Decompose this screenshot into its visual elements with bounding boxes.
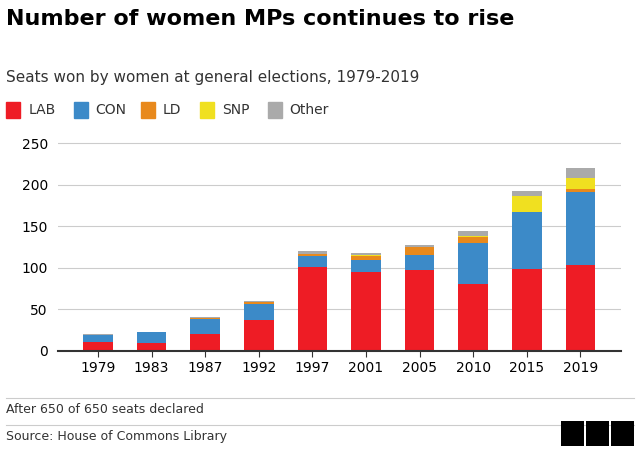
Text: C: C — [618, 428, 627, 438]
Bar — [458, 236, 488, 237]
Text: B: B — [568, 428, 577, 438]
Bar — [244, 304, 273, 320]
Bar — [191, 317, 220, 318]
Bar — [191, 320, 220, 333]
Bar — [83, 333, 113, 335]
Bar — [566, 168, 595, 178]
Bar — [566, 265, 595, 351]
Bar — [566, 189, 595, 192]
Bar — [137, 332, 166, 343]
Text: SNP: SNP — [222, 103, 250, 117]
Bar — [137, 343, 166, 351]
Text: B: B — [593, 428, 602, 438]
Bar — [566, 192, 595, 265]
Bar — [83, 342, 113, 351]
Bar — [458, 284, 488, 351]
Bar — [298, 256, 327, 267]
Bar — [351, 256, 381, 261]
Bar — [83, 335, 113, 342]
Bar — [512, 212, 541, 269]
Bar — [244, 301, 273, 302]
Bar — [405, 247, 435, 256]
Bar — [405, 245, 435, 247]
Text: CON: CON — [95, 103, 126, 117]
Bar — [566, 178, 595, 189]
Bar — [512, 192, 541, 196]
Bar — [458, 230, 488, 236]
Text: LD: LD — [163, 103, 181, 117]
Bar — [351, 253, 381, 256]
Bar — [244, 302, 273, 304]
Bar — [405, 270, 435, 351]
Bar — [351, 272, 381, 351]
Bar — [298, 251, 327, 254]
Bar — [512, 196, 541, 212]
Text: LAB: LAB — [28, 103, 56, 117]
Text: Number of women MPs continues to rise: Number of women MPs continues to rise — [6, 9, 515, 29]
Text: Source: House of Commons Library: Source: House of Commons Library — [6, 430, 227, 443]
Bar — [458, 237, 488, 243]
Bar — [191, 333, 220, 351]
Bar — [351, 261, 381, 272]
Text: Other: Other — [289, 103, 329, 117]
Bar — [244, 320, 273, 351]
Bar — [191, 318, 220, 320]
Bar — [298, 254, 327, 256]
Text: After 650 of 650 seats declared: After 650 of 650 seats declared — [6, 403, 204, 416]
Bar — [458, 243, 488, 284]
Bar — [405, 256, 435, 270]
Bar — [298, 267, 327, 351]
Text: Seats won by women at general elections, 1979-2019: Seats won by women at general elections,… — [6, 70, 420, 85]
Bar — [512, 269, 541, 351]
